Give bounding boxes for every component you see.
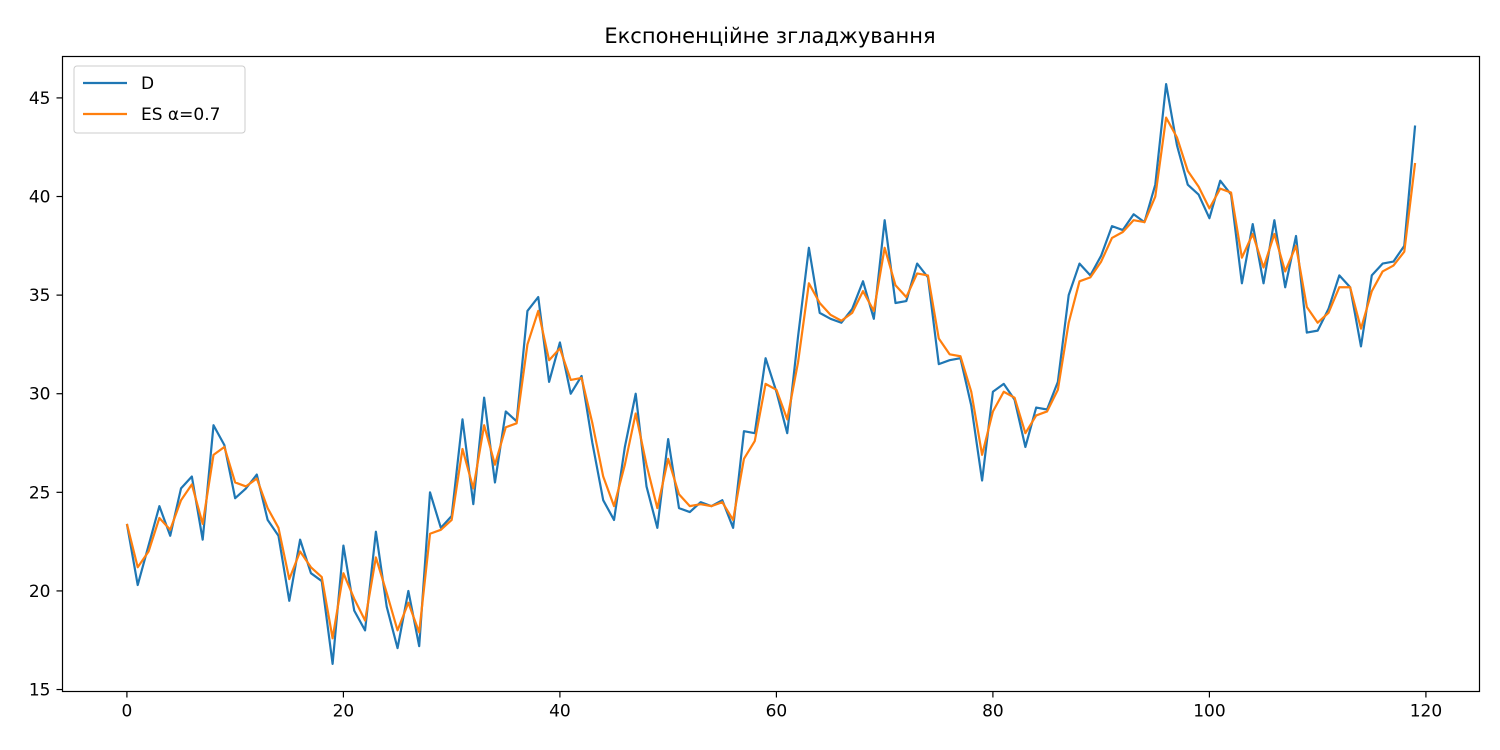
x-axis: 0 20 40 60 80 100 120 (121, 691, 1442, 722)
y-tick-label: 20 (29, 582, 51, 602)
plot-frame (61, 55, 1481, 693)
y-axis: 15 20 25 30 35 40 45 (29, 89, 63, 701)
series-line-0 (125, 83, 1417, 665)
x-tick-label: 0 (121, 702, 132, 722)
y-tick-label: 25 (29, 483, 51, 503)
y-tick-label: 30 (29, 385, 51, 405)
legend-label: ES α=0.7 (141, 105, 220, 125)
y-tick-label: 40 (29, 188, 51, 208)
y-tick-label: 35 (29, 286, 51, 306)
chart-title: Експоненційне згладжування (604, 24, 935, 48)
legend-label: D (141, 74, 154, 94)
plot-lines (125, 83, 1417, 665)
x-tick-label: 20 (333, 702, 355, 722)
x-tick-label: 100 (1193, 702, 1225, 722)
x-tick-label: 40 (549, 702, 571, 722)
x-tick-label: 80 (982, 702, 1004, 722)
y-tick-label: 45 (29, 89, 51, 109)
x-tick-label: 120 (1410, 702, 1442, 722)
series-line-1 (125, 116, 1417, 640)
x-tick-label: 60 (766, 702, 788, 722)
legend: D ES α=0.7 (73, 65, 246, 134)
y-tick-label: 15 (29, 681, 51, 701)
